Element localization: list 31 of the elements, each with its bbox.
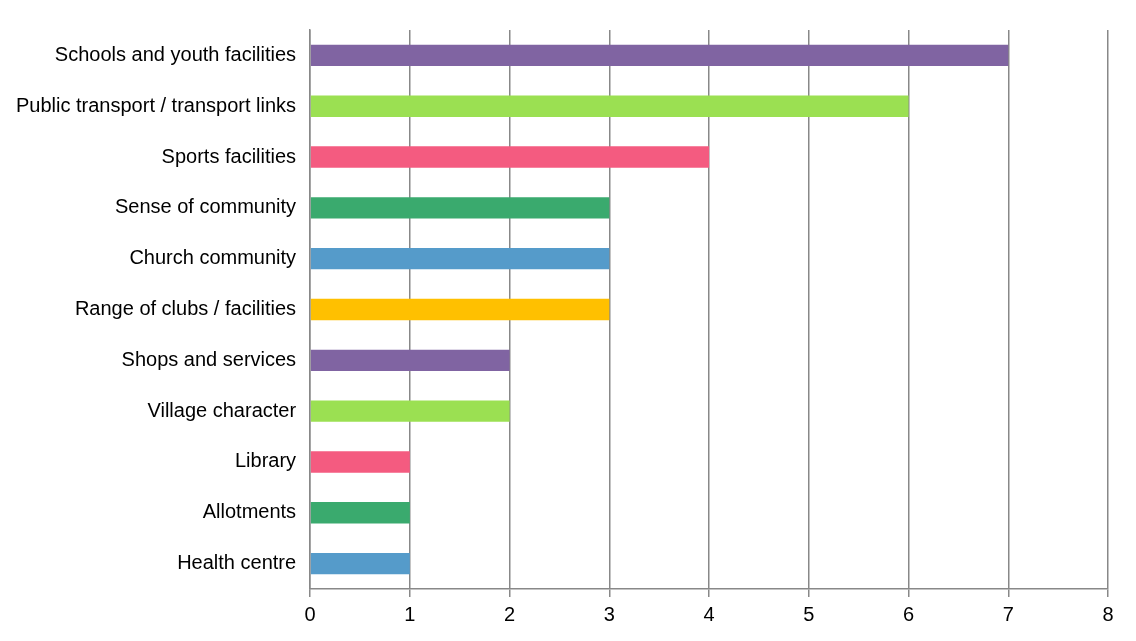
y-tick-label: Schools and youth facilities xyxy=(54,42,297,65)
bar xyxy=(310,95,909,117)
x-tick-label: 1 xyxy=(404,602,416,625)
bar xyxy=(310,146,710,168)
x-tick-label: 8 xyxy=(1102,602,1114,625)
y-tick-label: Shops and services xyxy=(121,347,297,370)
y-tick-label: Sense of community xyxy=(114,195,297,218)
bar xyxy=(310,400,510,422)
y-tick-label: Health centre xyxy=(177,551,297,574)
y-tick-label: Library xyxy=(234,449,297,472)
bar xyxy=(310,197,610,219)
x-tick-label: 5 xyxy=(803,602,815,625)
x-tick-label: 6 xyxy=(902,602,915,625)
y-tick-label: Sports facilities xyxy=(161,144,297,167)
y-tick-label: Range of clubs / facilities xyxy=(74,297,297,320)
bar xyxy=(310,248,610,270)
bar xyxy=(310,298,610,321)
x-tick-label: 4 xyxy=(703,602,715,625)
bar xyxy=(310,349,510,371)
x-tick-label: 3 xyxy=(603,602,615,625)
bar xyxy=(310,552,410,575)
y-tick-label: Village character xyxy=(147,398,297,421)
y-tick-label: Allotments xyxy=(202,500,297,523)
x-tick-label: 0 xyxy=(304,602,316,625)
y-tick-label: Church community xyxy=(129,246,297,269)
bar xyxy=(310,502,410,524)
bar xyxy=(310,44,1009,67)
x-tick-label: 7 xyxy=(1002,602,1014,625)
bar xyxy=(310,451,410,473)
y-tick-label: Public transport / transport links xyxy=(15,93,297,116)
x-tick-label: 2 xyxy=(504,602,516,625)
